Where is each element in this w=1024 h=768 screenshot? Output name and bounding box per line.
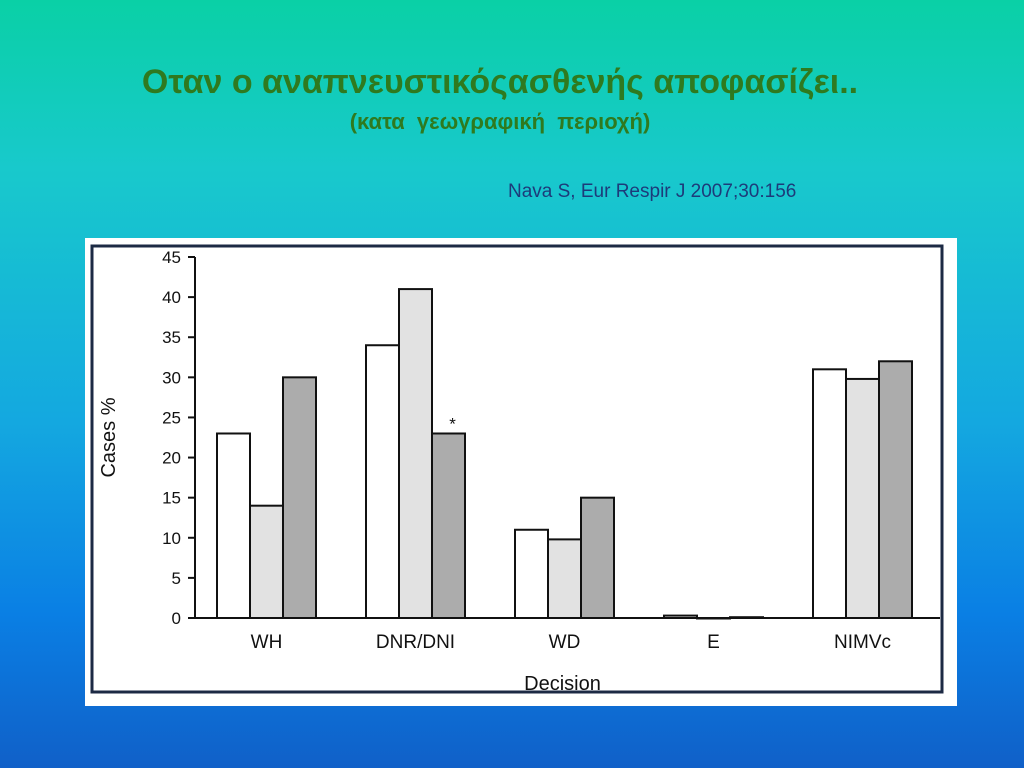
bar xyxy=(729,616,764,620)
y-tick-label: 35 xyxy=(162,328,181,347)
citation: Nava S, Eur Respir J 2007;30:156 xyxy=(508,181,797,202)
y-axis-label: Cases % xyxy=(98,397,120,477)
y-tick-label: 5 xyxy=(172,569,181,588)
bar xyxy=(580,496,615,619)
chart-labels: 0 5 10 15 20 25 30 35 40 45 WH DNR/DNI WD E NIMVc * xyxy=(162,248,891,653)
y-tick-label: 45 xyxy=(162,248,181,267)
bar xyxy=(398,288,433,619)
x-category-label: WH xyxy=(251,632,283,653)
x-category-label: NIMVc xyxy=(834,632,891,653)
y-tick-label: 25 xyxy=(162,408,181,427)
x-category-label: E xyxy=(707,632,720,653)
bar xyxy=(812,368,847,619)
bar xyxy=(878,360,913,620)
x-category-label: DNR/DNI xyxy=(376,632,455,653)
bar xyxy=(282,376,317,619)
bar xyxy=(431,432,466,619)
x-category-label: WD xyxy=(549,632,581,653)
y-tick-label: 20 xyxy=(162,449,181,468)
y-tick-label: 30 xyxy=(162,368,181,387)
y-tick-label: 15 xyxy=(162,489,181,508)
bar xyxy=(216,432,251,619)
chart-bars xyxy=(216,288,913,620)
bar xyxy=(696,617,731,620)
bar-chart: 0 5 10 15 20 25 30 35 40 45 WH DNR/DNI WD E NIMVc * Cas… xyxy=(90,244,944,695)
chart-panel: 0 5 10 15 20 25 30 35 40 45 WH DNR/DNI WD E NIMVc * Cas… xyxy=(85,238,957,706)
bar xyxy=(547,538,582,620)
slide-subtitle: (κατα γεωγραφική περιοχή) xyxy=(349,109,651,134)
x-axis-label: Decision xyxy=(524,673,601,695)
y-tick-label: 0 xyxy=(172,609,181,628)
bar xyxy=(514,528,549,619)
bar xyxy=(663,614,698,619)
y-tick-label: 40 xyxy=(162,288,181,307)
y-tick-label: 10 xyxy=(162,529,181,548)
bar xyxy=(845,377,880,619)
bar xyxy=(249,504,284,620)
slide-title: Οταν ο αναπνευστικόςασθενής αποφασίζει.. xyxy=(141,63,859,101)
chart-frame xyxy=(90,244,944,694)
significance-marker: * xyxy=(449,414,456,433)
bar xyxy=(365,344,400,619)
